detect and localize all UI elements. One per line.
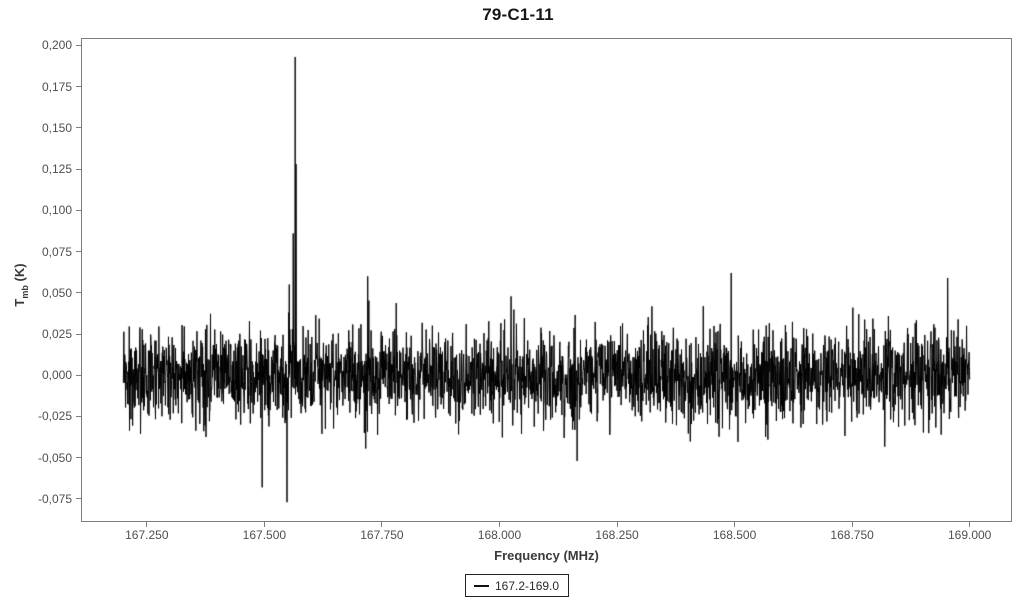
y-axis-title-sub: mb (19, 285, 30, 299)
y-axis-title-unit: (K) (12, 263, 28, 286)
x-tick-mark (498, 522, 500, 527)
chart-title: 79-C1-11 (482, 5, 554, 24)
y-tick-label: -0,050 (37, 450, 72, 465)
legend: 167.2-169.0 (465, 574, 570, 597)
y-tick-label: 0,175 (41, 79, 72, 94)
spectrum-plot-canvas (81, 38, 1012, 522)
y-tick-label: 0,075 (41, 244, 72, 259)
y-tick-label: 0,150 (41, 120, 72, 135)
x-tick-label: 168.500 (712, 528, 757, 542)
y-tick-mark (76, 333, 81, 335)
legend-line-sample-icon (474, 584, 489, 587)
y-tick-mark (76, 457, 81, 459)
y-tick-mark (76, 374, 81, 376)
y-tick-label: 0,125 (41, 162, 72, 177)
legend-label: 167.2-169.0 (495, 578, 560, 593)
y-tick-label: 0,025 (41, 327, 72, 341)
x-axis-title: Frequency (MHz) (494, 548, 599, 563)
x-tick-mark (381, 522, 383, 527)
y-axis-title-base: T (12, 298, 28, 307)
y-tick-mark (76, 498, 81, 500)
x-tick-label: 167.500 (242, 528, 287, 542)
y-tick-mark (76, 209, 81, 211)
x-tick-mark (263, 522, 265, 527)
x-tick-label: 167.250 (125, 528, 169, 542)
x-tick-mark (969, 522, 971, 527)
x-tick-mark (734, 522, 736, 527)
y-tick-label: 0,050 (41, 285, 72, 300)
y-tick-mark (76, 168, 81, 170)
y-axis-title: Tmb (K) (12, 263, 30, 306)
y-tick-label: 0,100 (41, 203, 72, 218)
y-tick-mark (76, 415, 81, 417)
x-tick-mark (146, 522, 148, 527)
y-tick-mark (76, 292, 81, 294)
y-tick-mark (76, 251, 81, 253)
y-tick-mark (76, 44, 81, 46)
x-tick-label: 169.000 (947, 528, 992, 542)
y-tick-label: -0,025 (37, 409, 72, 424)
y-tick-label: 0,000 (41, 368, 72, 383)
x-tick-label: 167.750 (360, 528, 404, 542)
y-tick-label: -0,075 (37, 491, 72, 506)
y-tick-label: 0,200 (41, 38, 72, 53)
x-tick-mark (851, 522, 853, 527)
x-tick-label: 168.750 (830, 528, 874, 542)
y-tick-mark (76, 127, 81, 129)
x-tick-label: 168.000 (477, 528, 522, 542)
x-tick-mark (616, 522, 618, 527)
y-tick-mark (76, 86, 81, 88)
x-tick-label: 168.250 (595, 528, 639, 542)
